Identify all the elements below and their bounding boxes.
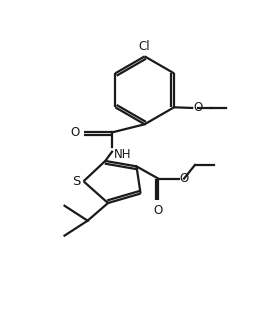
Text: NH: NH xyxy=(113,148,131,161)
Text: O: O xyxy=(154,204,163,217)
Text: O: O xyxy=(193,101,202,114)
Text: Cl: Cl xyxy=(139,40,150,53)
Text: O: O xyxy=(179,172,189,185)
Text: S: S xyxy=(72,175,80,188)
Text: O: O xyxy=(70,126,79,139)
